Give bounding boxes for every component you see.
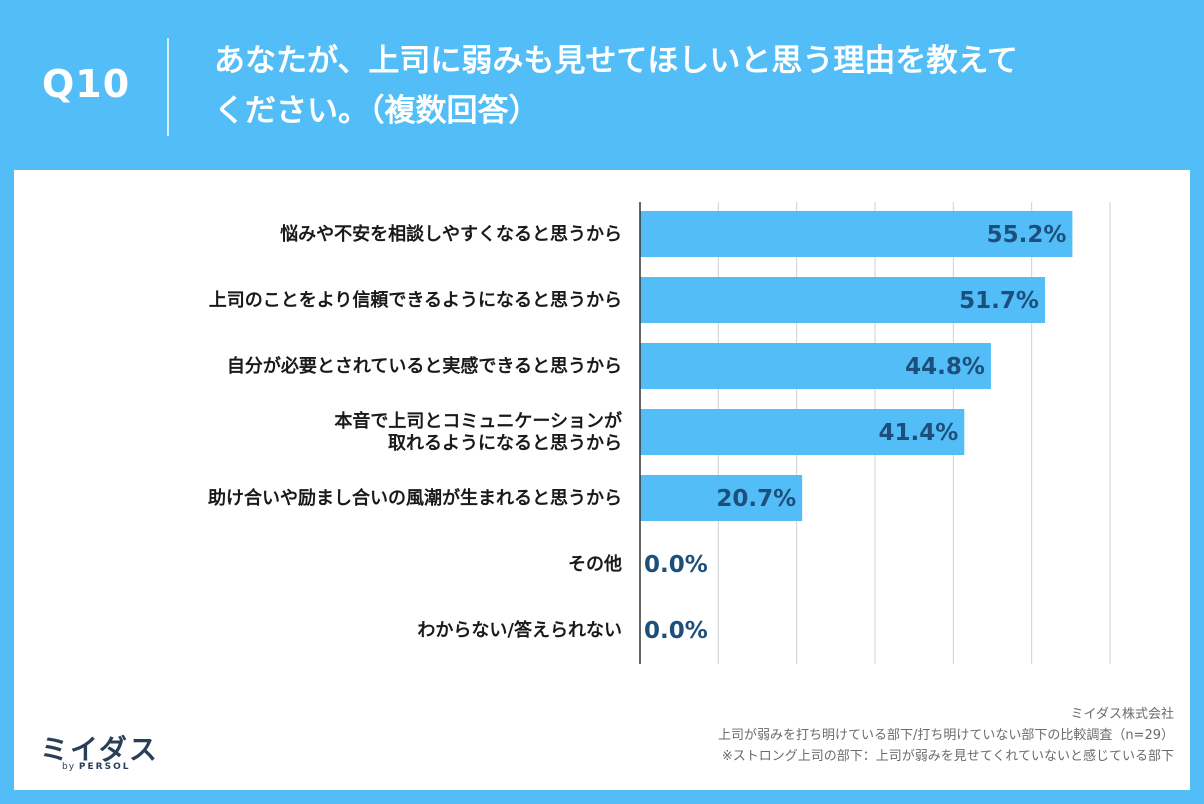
category-label: 上司のことをより信頼できるようになると思うから	[209, 289, 622, 311]
value-label: 41.4%	[879, 420, 959, 446]
category-label: わからない/答えられない	[417, 619, 622, 641]
category-label: 悩みや不安を相談しやすくなると思うから	[280, 223, 622, 245]
question-title: あなたが、上司に弱みも見せてほしいと思う理由を教えて ください。（複数回答）	[214, 36, 1154, 136]
category-label: 自分が必要とされていると実感できると思うから	[227, 355, 622, 377]
value-label: 55.2%	[987, 222, 1067, 248]
source-notes: ミイダス株式会社 上司が弱みを打ち明けている部下/打ち明けていない部下の比較調査…	[574, 704, 1174, 767]
bar	[640, 475, 803, 521]
question-header: Q10 あなたが、上司に弱みも見せてほしいと思う理由を教えて ください。（複数回…	[0, 0, 1204, 170]
value-label: 20.7%	[716, 486, 796, 512]
miidas-logo: ミイダス by PERSOL	[40, 728, 190, 778]
source-survey: 上司が弱みを打ち明けている部下/打ち明けていない部下の比較調査（n=29）	[717, 728, 1174, 743]
value-label: 44.8%	[905, 354, 985, 380]
question-number: Q10	[42, 62, 131, 106]
logo-by: by	[62, 762, 76, 772]
bar	[640, 211, 1073, 257]
source-note: ※ストロング上司の部下：上司が弱みを見せてくれていないと感じている部下	[721, 749, 1174, 764]
header-divider	[167, 38, 169, 136]
value-label: 0.0%	[644, 618, 708, 644]
logo-wordmark: ミイダス	[40, 733, 159, 766]
logo-brand: PERSOL	[78, 762, 131, 772]
bar	[640, 343, 991, 389]
value-label: 0.0%	[644, 552, 708, 578]
logo-byline: by PERSOL	[62, 762, 130, 772]
category-label: 取れるようになると思うから	[388, 433, 622, 454]
chart-panel: 55.2% 悩みや不安を相談しやすくなると思うから 51.7% 上司のことをより信頼で…	[14, 170, 1190, 790]
question-title-line-2: ください。（複数回答）	[214, 93, 540, 129]
value-label: 51.7%	[959, 288, 1039, 314]
bar	[640, 277, 1045, 323]
bar	[640, 409, 965, 455]
category-label: 本音で上司とコミュニケーションが	[334, 410, 622, 432]
category-label: その他	[568, 553, 622, 575]
category-label: 助け合いや励まし合いの風潮が生まれると思うから	[208, 487, 622, 509]
question-title-line-1: あなたが、上司に弱みも見せてほしいと思う理由を教えて	[214, 43, 1018, 79]
source-company: ミイダス株式会社	[1070, 707, 1174, 722]
bar-chart: 55.2% 悩みや不安を相談しやすくなると思うから 51.7% 上司のことをより信頼で…	[208, 202, 1111, 664]
